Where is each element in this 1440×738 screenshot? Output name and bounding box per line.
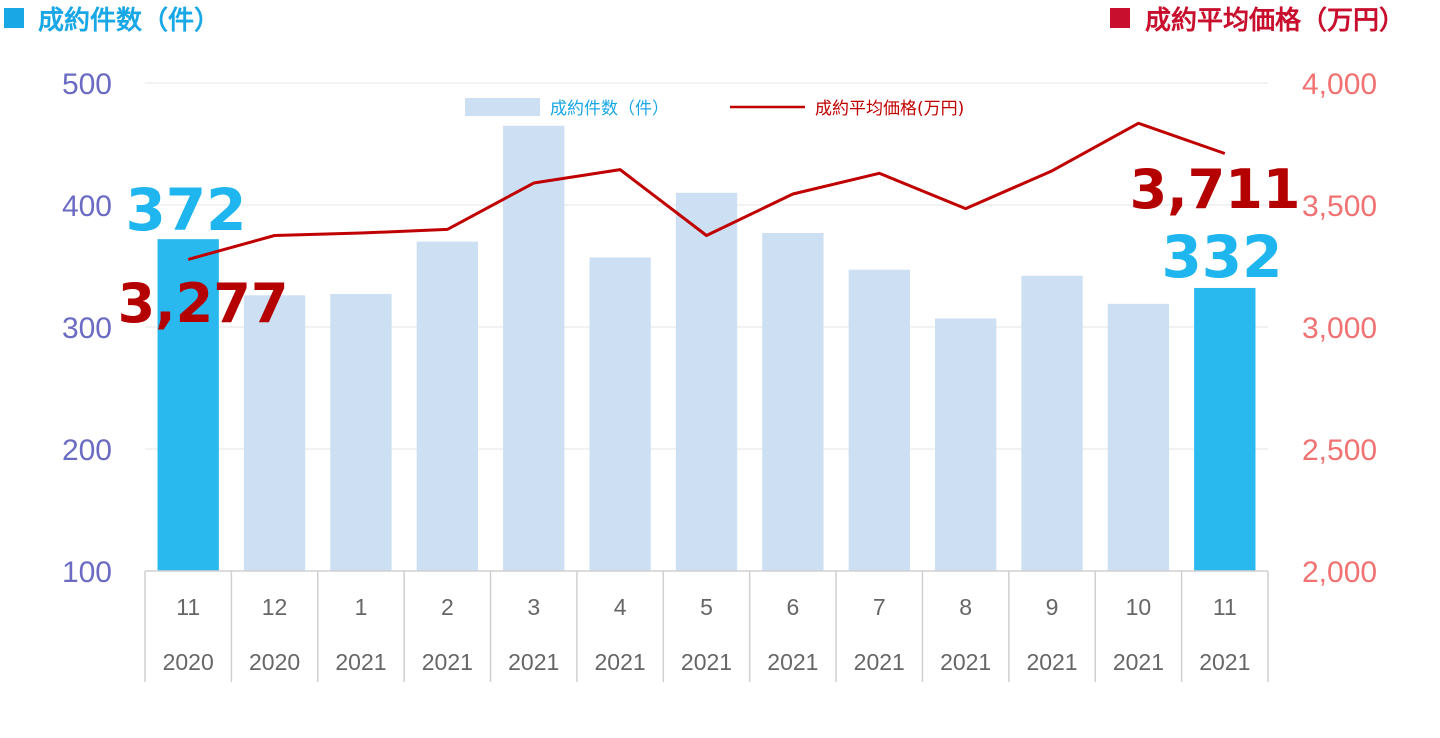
bar <box>1021 275 1083 571</box>
x-tick-year: 2021 <box>595 649 646 675</box>
x-tick-month: 4 <box>614 594 627 620</box>
y-right-tick-label: 3,000 <box>1302 312 1377 345</box>
legend: 成約件数（件） 成約平均価格(万円) <box>465 98 964 119</box>
line-series <box>187 121 1226 261</box>
annotation-bar-first: 372 <box>125 176 246 244</box>
x-tick-year: 2021 <box>1026 649 1077 675</box>
bar <box>416 241 479 571</box>
x-tick-year: 2021 <box>422 649 473 675</box>
bar <box>157 239 219 571</box>
x-tick-year: 2021 <box>940 649 991 675</box>
x-tick-year: 2021 <box>1113 649 1164 675</box>
left-header-square-icon <box>4 8 24 28</box>
x-tick-month: 11 <box>176 594 200 620</box>
x-tick-month: 10 <box>1126 594 1152 620</box>
y-left-tick-label: 500 <box>62 68 112 101</box>
x-tick-month: 3 <box>527 594 540 620</box>
y-left-tick-label: 300 <box>62 312 112 345</box>
x-axis: 11 2020 12 2020 1 2021 2 2021 3 2021 4 2021 5 2021 6 20… <box>144 570 1269 682</box>
x-tick-month: 2 <box>441 594 454 620</box>
x-tick-month: 11 <box>1213 594 1237 620</box>
axes: 100 2,000 200 2,500 300 3,000 400 3,500 500 4,000 <box>62 68 1377 589</box>
x-tick-month: 6 <box>786 594 799 620</box>
bar <box>589 257 651 571</box>
legend-line-label: 成約平均価格(万円) <box>815 99 964 119</box>
annotation-line-last: 3,711 <box>1130 158 1301 221</box>
x-tick-year: 2021 <box>508 649 559 675</box>
bar <box>675 192 738 572</box>
bar <box>243 295 306 571</box>
bar-series <box>157 125 1256 572</box>
x-tick-month: 12 <box>262 594 288 620</box>
y-left-tick-label: 400 <box>62 190 112 223</box>
right-header-square-icon <box>1110 8 1130 28</box>
y-left-tick-label: 100 <box>62 556 112 589</box>
annotation-bar-last: 332 <box>1161 223 1282 291</box>
y-right-tick-label: 3,500 <box>1302 190 1377 223</box>
x-tick-year: 2021 <box>1199 649 1250 675</box>
x-tick-month: 9 <box>1046 594 1059 620</box>
y-right-tick-label: 2,000 <box>1302 556 1377 589</box>
x-tick-year: 2021 <box>681 649 732 675</box>
bar <box>1194 287 1256 571</box>
left-axis-header: 成約件数（件） <box>38 5 220 36</box>
x-tick-year: 2020 <box>163 649 214 675</box>
x-tick-month: 8 <box>959 594 972 620</box>
legend-bar-swatch <box>465 98 540 116</box>
x-tick-month: 1 <box>355 594 368 620</box>
price-line <box>187 121 1226 261</box>
legend-bar-label: 成約件数（件） <box>550 99 669 119</box>
x-tick-year: 2021 <box>854 649 905 675</box>
y-right-tick-label: 2,500 <box>1302 434 1377 467</box>
bar <box>848 269 910 571</box>
bar <box>762 233 824 571</box>
x-tick-year: 2021 <box>767 649 818 675</box>
y-left-tick-label: 200 <box>62 434 112 467</box>
annotation-line-first: 3,277 <box>118 272 289 335</box>
right-axis-header: 成約平均価格（万円） <box>1145 5 1405 36</box>
bar <box>503 125 565 571</box>
x-tick-year: 2021 <box>335 649 386 675</box>
x-tick-month: 5 <box>700 594 713 620</box>
y-right-tick-label: 4,000 <box>1302 68 1377 101</box>
bar <box>934 318 997 571</box>
bar <box>330 294 392 571</box>
x-tick-month: 7 <box>873 594 886 620</box>
x-tick-year: 2020 <box>249 649 300 675</box>
bar <box>1107 303 1170 571</box>
